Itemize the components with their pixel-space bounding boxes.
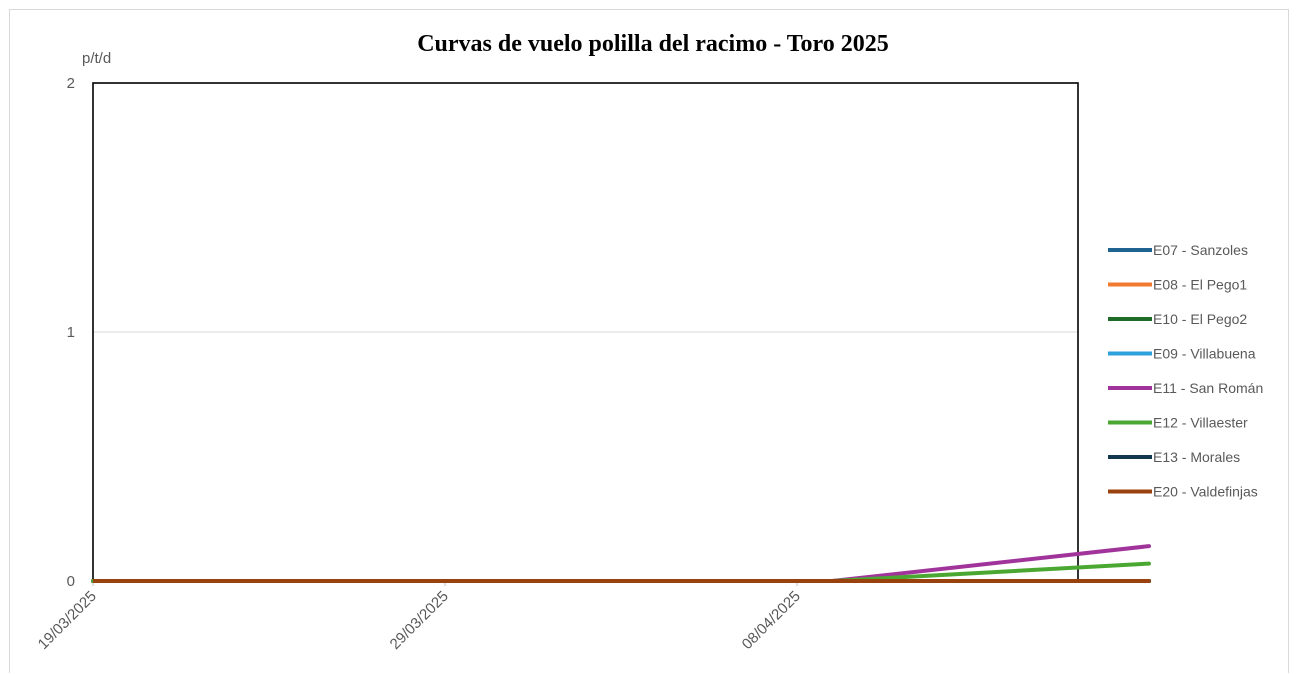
x-tick-label: 29/03/2025	[387, 588, 452, 653]
legend-entry: E20 - Valdefinjas	[1153, 484, 1258, 500]
legend-entry: E09 - Villabuena	[1153, 346, 1256, 362]
legend-entry: E07 - Sanzoles	[1153, 242, 1248, 258]
legend-entry: E10 - El Pego2	[1153, 311, 1247, 327]
y-tick-label: 0	[67, 573, 75, 590]
legend-entry: E11 - San Román	[1153, 380, 1263, 396]
y-tick-label: 1	[67, 324, 75, 341]
y-axis-ticks: 0 1 2	[67, 75, 75, 590]
series-line	[91, 561, 1151, 583]
gridlines	[93, 82, 1078, 582]
y-axis-label: p/t/d	[82, 50, 111, 67]
chart-title: Curvas de vuelo polilla del racimo - Tor…	[417, 31, 889, 57]
legend-entry: E13 - Morales	[1153, 449, 1240, 465]
legend-entry: E12 - Villaester	[1153, 415, 1248, 431]
x-axis-ticks: 19/03/2025 29/03/2025 08/04/2025	[35, 581, 804, 653]
y-tick-label: 2	[67, 75, 75, 92]
x-tick-label: 19/03/2025	[35, 588, 100, 653]
series-lines	[91, 544, 1151, 583]
legend: E07 - Sanzoles E08 - El Pego1 E10 - El Peg…	[1108, 242, 1263, 500]
x-tick-label: 08/04/2025	[739, 588, 804, 653]
legend-entry: E08 - El Pego1	[1153, 277, 1247, 293]
series-line	[91, 544, 1151, 583]
chart-frame	[9, 9, 1289, 673]
